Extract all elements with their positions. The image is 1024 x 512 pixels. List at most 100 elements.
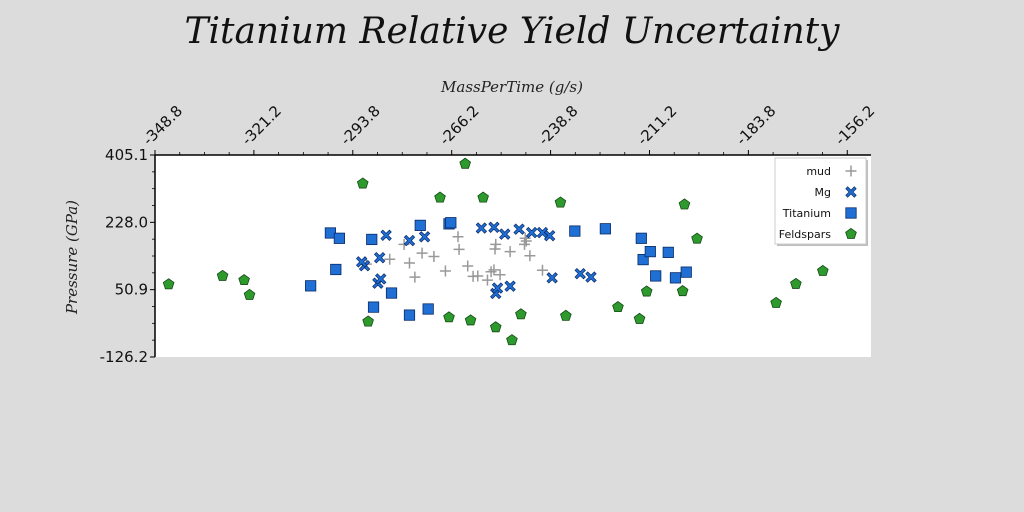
point-feldspars-15 (560, 309, 572, 321)
point-titanium-19 (669, 272, 682, 284)
point-feldspars-13 (515, 308, 527, 320)
point-mg-14 (513, 223, 525, 235)
point-titanium-9 (422, 303, 434, 315)
legend: mud Mg Titanium Feldspars (774, 157, 868, 246)
point-mg-8 (475, 222, 488, 234)
point-feldspars-24 (817, 264, 829, 276)
point-feldspars-1 (216, 269, 229, 281)
x-tick-label: -266.2 (436, 102, 483, 149)
point-feldspars-21 (691, 232, 703, 244)
x-tick-label: -238.8 (535, 102, 582, 149)
legend-label-mg: Mg (815, 186, 831, 199)
point-feldspars-20 (678, 198, 691, 210)
point-titanium-3 (330, 263, 342, 276)
series-mud (360, 231, 548, 286)
point-feldspars-16 (612, 301, 624, 313)
point-feldspars-19 (676, 285, 689, 297)
x-axis-ticks: -348.8 -321.2 -293.8 -266.2 -238.8 -211.2 -183… (139, 102, 878, 155)
point-titanium-11 (445, 217, 457, 229)
legend-label-feldspars: Feldspars (779, 228, 832, 241)
point-titanium-13 (599, 223, 611, 235)
point-feldspars-10 (477, 191, 489, 203)
point-feldspars-5 (362, 315, 374, 327)
series-mg (355, 221, 597, 300)
point-titanium-14 (637, 253, 649, 266)
point-mud-7 (453, 243, 465, 255)
x-axis-label: MassPerTime (g/s) (440, 78, 583, 96)
point-mg-11 (491, 282, 504, 294)
point-titanium-6 (385, 287, 398, 299)
point-mg-17 (543, 229, 556, 242)
point-mud-2 (416, 247, 428, 259)
point-mg-5 (380, 229, 392, 241)
point-titanium-18 (662, 246, 674, 258)
point-mg-12 (499, 228, 511, 240)
point-titanium-8 (414, 219, 426, 231)
x-tick-label: -211.2 (634, 102, 681, 149)
point-mud-11 (481, 274, 493, 286)
legend-label-titanium: Titanium (782, 207, 831, 220)
point-mud-15 (490, 238, 502, 250)
point-feldspars-4 (356, 177, 369, 189)
point-mg-3 (375, 273, 387, 285)
point-titanium-17 (650, 270, 662, 282)
y-tick-label: -126.2 (100, 348, 148, 366)
point-titanium-20 (680, 266, 692, 278)
point-mud-4 (428, 251, 440, 263)
data-points (162, 157, 829, 346)
chart-title: Titanium Relative Yield Uncertainty (185, 11, 841, 52)
point-mg-18 (546, 272, 558, 284)
plot-area (155, 155, 871, 357)
point-mg-13 (504, 280, 516, 292)
point-mg-6 (403, 234, 416, 247)
legend-marker-feldspars (845, 227, 857, 239)
x-tick-label: -156.2 (831, 102, 878, 149)
point-titanium-0 (305, 280, 317, 292)
x-tick-label: -348.8 (139, 102, 186, 149)
point-titanium-16 (644, 246, 656, 258)
point-titanium-12 (569, 225, 581, 237)
point-feldspars-3 (243, 288, 256, 300)
x-tick-label: -183.8 (732, 102, 779, 149)
y-tick-label: 405.1 (105, 146, 148, 164)
point-mg-1 (355, 256, 368, 268)
point-feldspars-14 (554, 196, 567, 208)
point-mud-12 (485, 266, 497, 278)
point-mud-0 (403, 257, 415, 269)
point-feldspars-9 (464, 314, 477, 326)
point-feldspars-2 (238, 274, 250, 286)
point-feldspars-0 (162, 278, 175, 290)
point-titanium-5 (367, 301, 380, 313)
series-feldspars (162, 157, 829, 346)
point-mud-20 (524, 250, 536, 262)
point-mud-19 (520, 235, 532, 247)
legend-label-mud: mud (806, 165, 831, 178)
series-titanium (305, 217, 692, 321)
point-mud-17 (504, 246, 516, 258)
point-mg-9 (488, 221, 500, 233)
legend-marker-mud (845, 165, 857, 177)
point-titanium-4 (366, 233, 378, 246)
point-mud-8 (462, 260, 474, 272)
y-axis-ticks: 405.1 228.0 50.9 -126.2 (100, 146, 155, 366)
point-mud-16 (494, 269, 506, 281)
point-mg-7 (418, 231, 431, 243)
point-mud-21 (536, 264, 548, 276)
point-feldspars-23 (790, 277, 802, 289)
point-feldspars-18 (640, 285, 653, 297)
y-tick-label: 50.9 (115, 281, 148, 299)
point-mud-13 (488, 264, 500, 276)
point-feldspars-6 (434, 191, 446, 203)
point-feldspars-12 (506, 334, 518, 346)
point-mud-10 (472, 270, 484, 282)
legend-marker-mg (845, 186, 857, 198)
point-feldspars-7 (443, 311, 455, 323)
legend-marker-titanium (845, 207, 857, 219)
point-mud-3 (409, 271, 421, 283)
point-titanium-7 (403, 309, 416, 321)
point-feldspars-8 (459, 157, 471, 169)
point-titanium-15 (635, 232, 647, 244)
point-feldspars-17 (633, 312, 646, 324)
point-mud-23 (384, 253, 396, 265)
